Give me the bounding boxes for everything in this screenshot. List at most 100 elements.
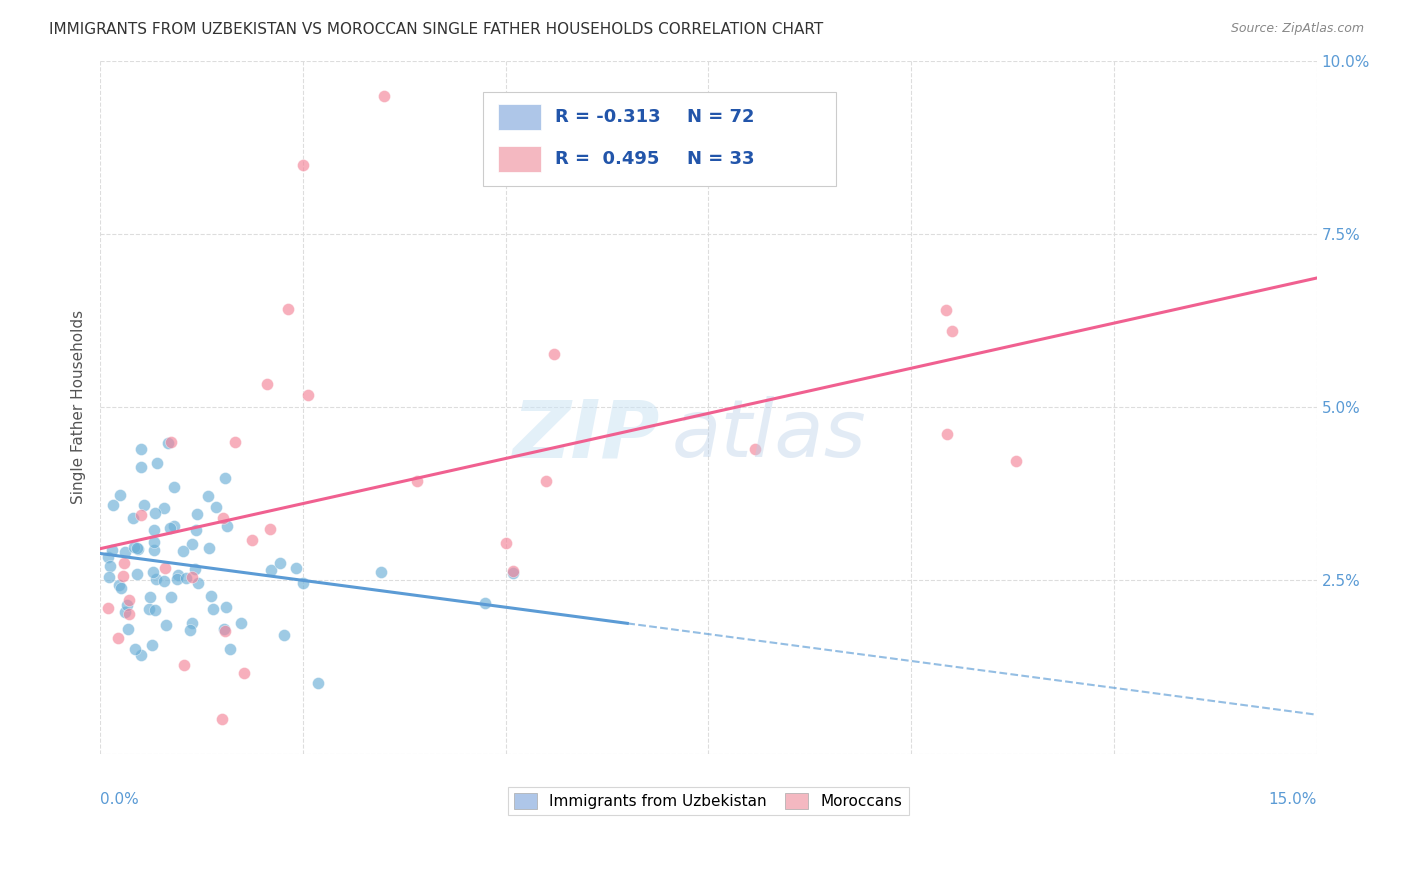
Point <box>138 591 160 605</box>
Text: 15.0%: 15.0% <box>1268 791 1316 806</box>
Point <box>277 302 299 317</box>
Point <box>159 521 181 535</box>
Point <box>153 501 176 516</box>
Point <box>536 474 558 488</box>
Point <box>181 615 204 630</box>
Point <box>197 489 219 503</box>
Text: atlas: atlas <box>672 396 866 474</box>
FancyBboxPatch shape <box>484 92 837 186</box>
Point <box>187 575 209 590</box>
Point <box>124 642 146 657</box>
Point <box>118 592 141 607</box>
Point <box>101 498 124 512</box>
Point <box>108 577 131 591</box>
Point <box>160 590 183 604</box>
Point <box>744 442 766 456</box>
Point <box>219 641 242 656</box>
Point <box>143 535 166 549</box>
Point <box>142 543 165 558</box>
Point <box>269 556 291 570</box>
Point <box>145 572 167 586</box>
Point <box>117 598 139 612</box>
Point <box>200 590 222 604</box>
FancyBboxPatch shape <box>498 145 540 172</box>
Point <box>132 498 155 512</box>
Point <box>114 606 136 620</box>
Point <box>291 158 314 172</box>
Point <box>240 533 263 547</box>
Point <box>129 648 152 662</box>
Point <box>232 665 254 680</box>
Point <box>935 303 957 318</box>
Point <box>125 566 148 581</box>
Text: N = 72: N = 72 <box>686 108 754 127</box>
Point <box>97 549 120 564</box>
Point <box>112 569 135 583</box>
Point <box>143 603 166 617</box>
Point <box>129 508 152 522</box>
Point <box>198 541 221 555</box>
Point <box>205 500 228 514</box>
Point <box>114 545 136 559</box>
FancyBboxPatch shape <box>498 104 540 130</box>
Point <box>181 537 204 551</box>
Point <box>117 622 139 636</box>
Point <box>145 506 167 520</box>
Point <box>256 376 278 391</box>
Point <box>474 596 496 610</box>
Point <box>155 561 177 575</box>
Point <box>127 541 149 556</box>
Point <box>97 601 120 615</box>
Point <box>172 543 194 558</box>
Point <box>110 581 132 595</box>
Point <box>97 570 120 584</box>
Point <box>214 624 236 638</box>
Point <box>129 459 152 474</box>
Text: IMMIGRANTS FROM UZBEKISTAN VS MOROCCAN SINGLE FATHER HOUSEHOLDS CORRELATION CHAR: IMMIGRANTS FROM UZBEKISTAN VS MOROCCAN S… <box>49 22 824 37</box>
Point <box>495 536 517 550</box>
Text: 0.0%: 0.0% <box>100 791 139 806</box>
Point <box>184 524 207 538</box>
Point <box>155 618 177 632</box>
Point <box>146 456 169 470</box>
Point <box>156 435 179 450</box>
Point <box>107 632 129 646</box>
Point <box>543 347 565 361</box>
Point <box>214 470 236 484</box>
Text: Source: ZipAtlas.com: Source: ZipAtlas.com <box>1230 22 1364 36</box>
Point <box>143 523 166 537</box>
Point <box>273 628 295 642</box>
Text: R = -0.313: R = -0.313 <box>555 108 661 127</box>
Point <box>163 519 186 533</box>
Point <box>186 507 208 521</box>
Point <box>224 434 246 449</box>
Point <box>129 442 152 456</box>
Point <box>112 556 135 570</box>
Point <box>173 658 195 673</box>
Point <box>108 488 131 502</box>
Text: ZIP: ZIP <box>512 396 659 474</box>
Point <box>184 562 207 576</box>
Point <box>212 510 235 524</box>
Point <box>217 519 239 533</box>
Point <box>179 623 201 637</box>
Point <box>141 638 163 652</box>
Point <box>297 388 319 402</box>
Point <box>941 324 963 338</box>
Point <box>160 435 183 450</box>
Point <box>285 561 308 575</box>
Point <box>212 622 235 636</box>
Point <box>101 542 124 557</box>
Point <box>201 602 224 616</box>
Point <box>167 568 190 582</box>
Point <box>118 607 141 621</box>
Point <box>229 615 252 630</box>
Point <box>370 565 392 579</box>
Text: N = 33: N = 33 <box>686 150 754 168</box>
Point <box>291 576 314 591</box>
Point <box>307 676 329 690</box>
Point <box>211 712 233 726</box>
Point <box>153 574 176 589</box>
Legend: Immigrants from Uzbekistan, Moroccans: Immigrants from Uzbekistan, Moroccans <box>508 787 908 815</box>
Point <box>405 474 427 488</box>
